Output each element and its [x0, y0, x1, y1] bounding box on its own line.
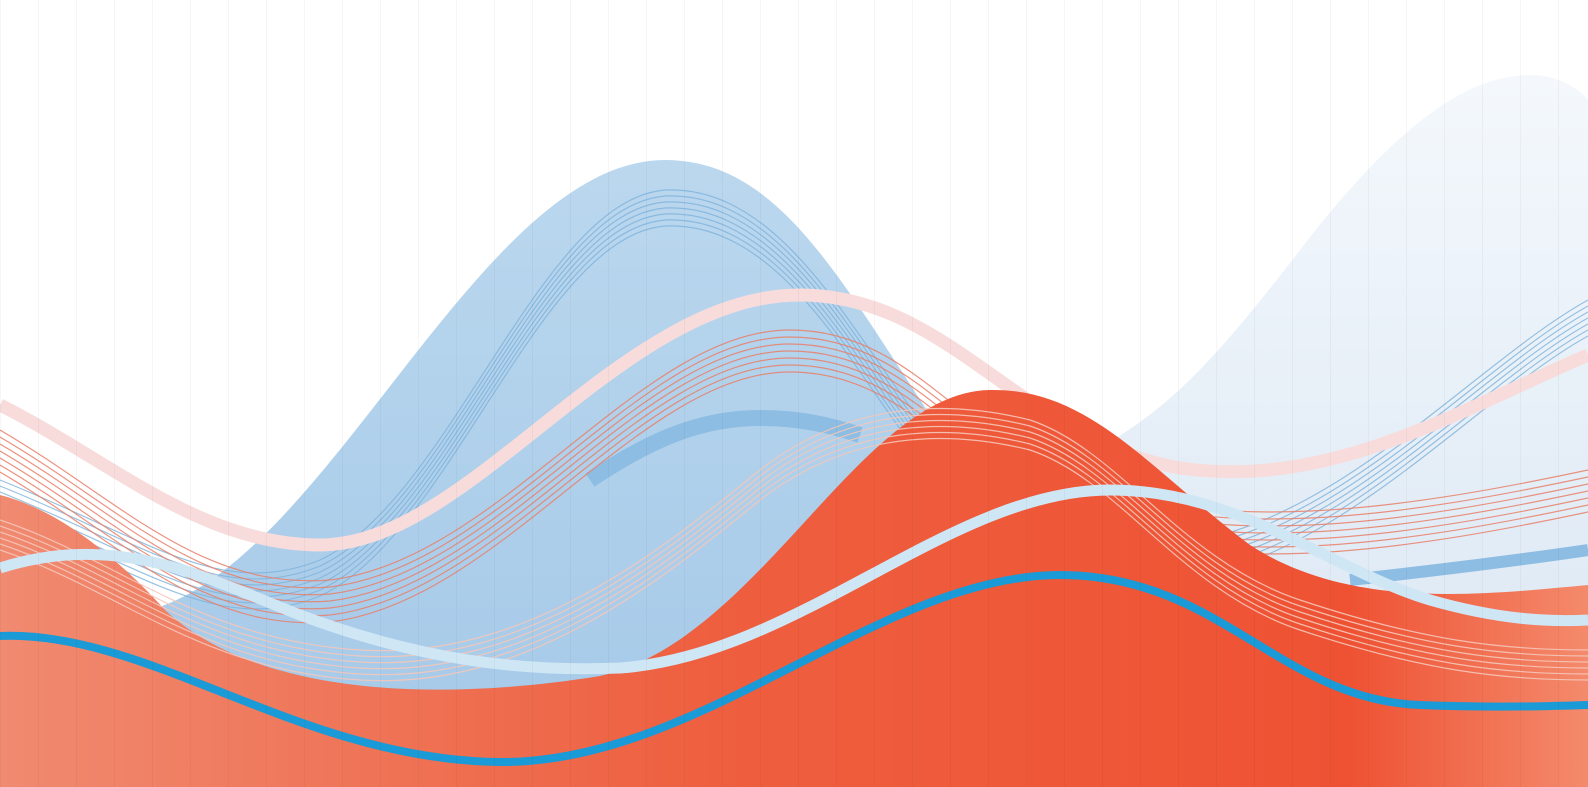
vertical-lines [0, 0, 1588, 787]
abstract-waves [0, 0, 1588, 787]
page [0, 0, 1588, 787]
